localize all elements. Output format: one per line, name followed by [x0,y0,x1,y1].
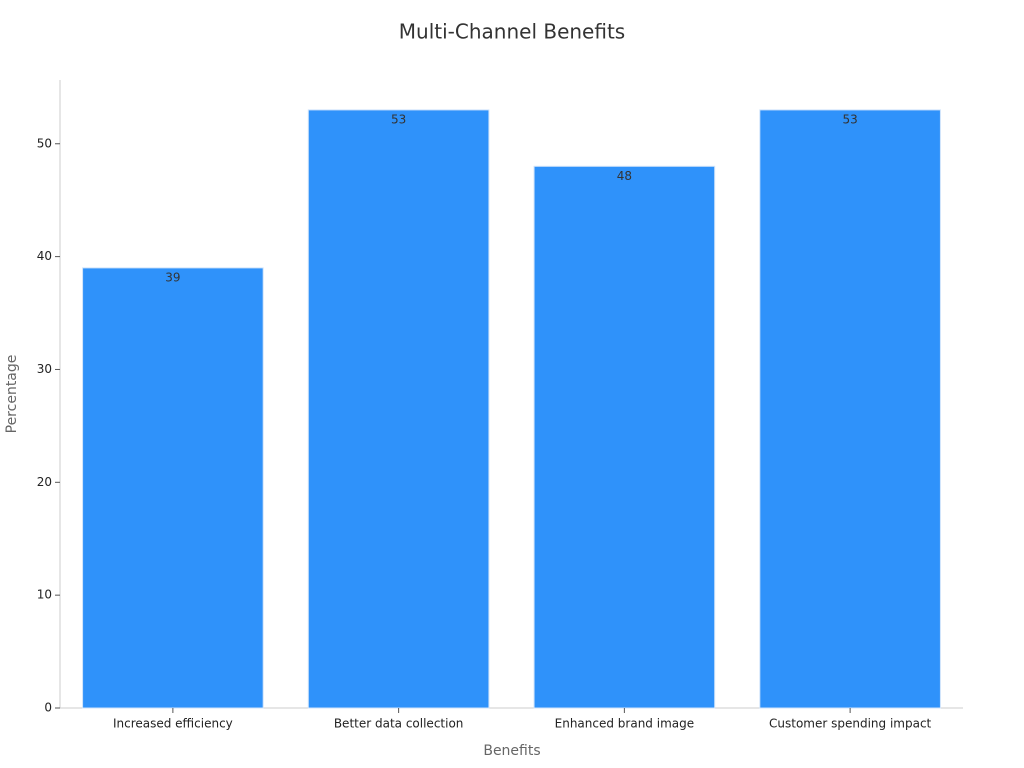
data-label: 48 [617,169,632,183]
y-tick-label: 0 [44,701,52,715]
bar [307,109,490,709]
x-axis-label: Benefits [483,743,540,759]
x-tick-label: Enhanced brand image [555,717,694,731]
y-tick-label: 30 [37,362,52,376]
x-tick-label: Customer spending impact [769,717,932,731]
y-tick-label: 40 [37,249,52,263]
data-label: 53 [391,112,406,126]
y-tick-label: 50 [37,136,52,150]
bar [533,165,716,709]
bar [82,267,264,709]
x-tick-label: Better data collection [334,717,464,731]
y-tick-label: 20 [37,475,52,489]
data-label: 53 [842,112,857,126]
data-label: 39 [165,270,180,284]
x-tick-label: Increased efficiency [113,717,233,731]
y-tick-label: 10 [37,588,52,602]
bar [759,109,941,709]
chart-title: Multi-Channel Benefits [399,20,625,44]
y-axis-label: Percentage [4,355,20,434]
